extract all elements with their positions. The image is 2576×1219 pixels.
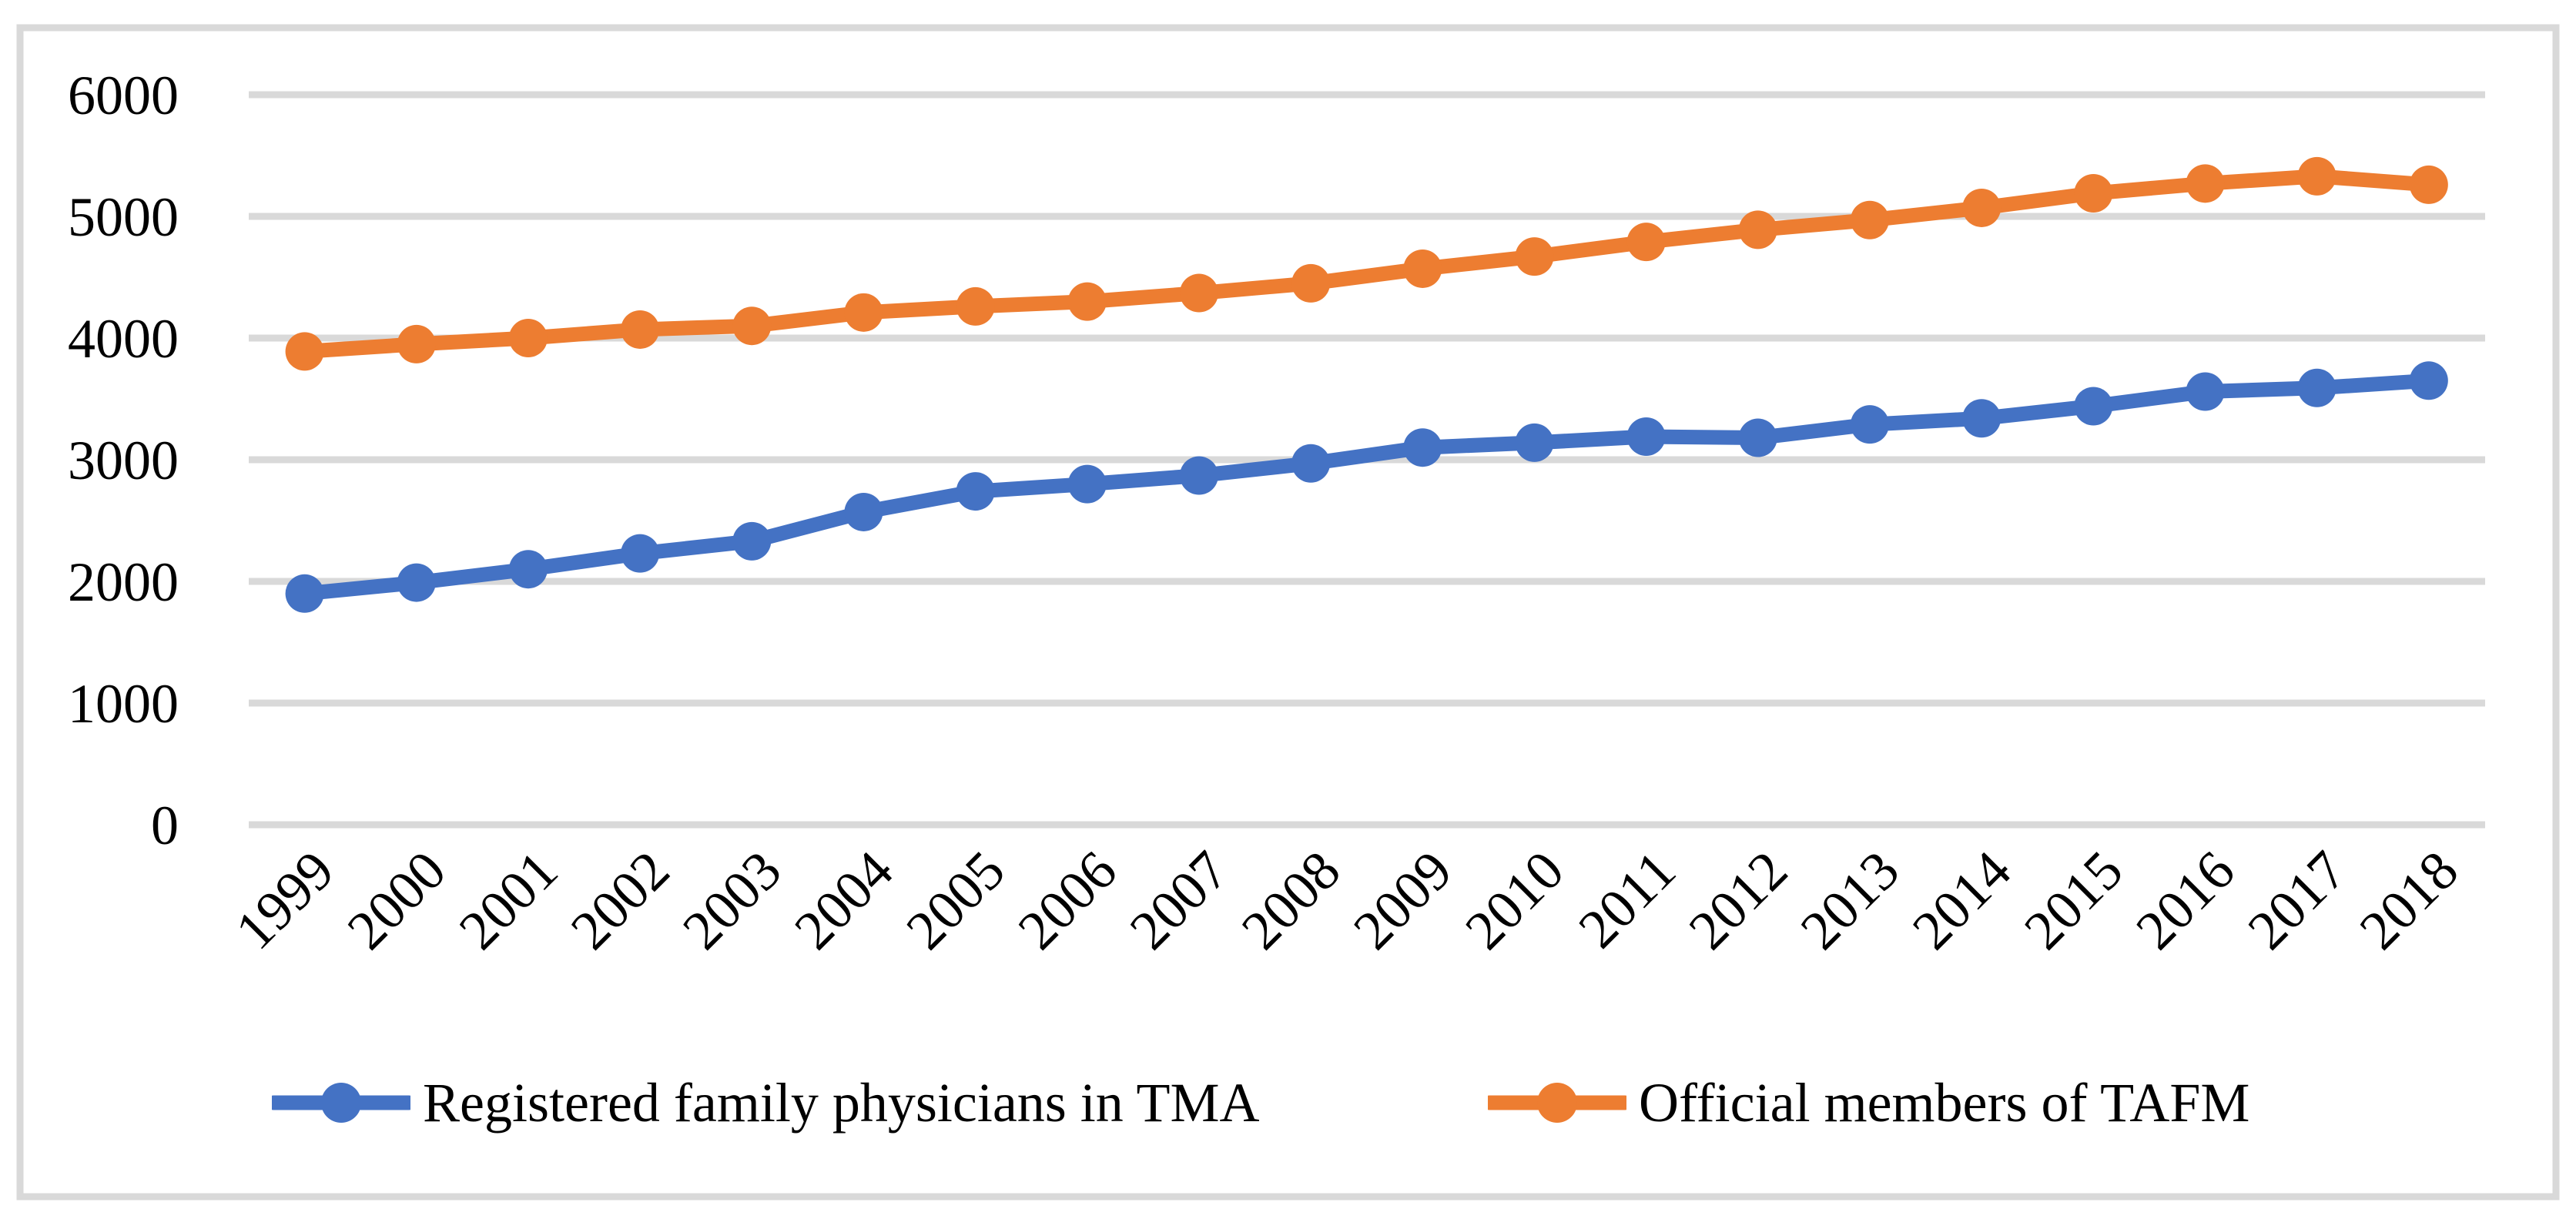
data-point bbox=[1067, 282, 1107, 321]
data-point bbox=[1179, 456, 1218, 495]
data-point bbox=[1962, 399, 2002, 438]
data-point bbox=[1291, 263, 1331, 303]
y-axis-labels: 0 1000 2000 3000 4000 5000 6000 bbox=[68, 65, 179, 856]
y-tick-label: 0 bbox=[151, 795, 179, 856]
x-tick-label: 2015 bbox=[2012, 839, 2134, 961]
x-tick-label: 2008 bbox=[1230, 839, 1352, 961]
y-tick-label: 1000 bbox=[68, 673, 179, 735]
data-point bbox=[2074, 387, 2113, 426]
data-point bbox=[1738, 210, 1777, 249]
chart-legend: Registered family physicians in TMA Offi… bbox=[0, 1064, 2576, 1141]
data-point bbox=[1291, 444, 1331, 483]
y-tick-label: 5000 bbox=[68, 186, 179, 248]
x-tick-label: 2001 bbox=[447, 839, 569, 961]
data-point bbox=[2186, 372, 2225, 411]
legend-label-registered-tma: Registered family physicians in TMA bbox=[423, 1072, 1260, 1134]
data-point bbox=[844, 492, 883, 531]
x-axis-labels: 1999200020012002200320042005200620072008… bbox=[224, 839, 2470, 961]
data-point bbox=[732, 521, 772, 561]
data-point bbox=[1626, 223, 1666, 262]
x-tick-label: 2000 bbox=[336, 839, 457, 961]
x-tick-label: 2006 bbox=[1007, 839, 1128, 961]
x-tick-label: 2011 bbox=[1566, 839, 1687, 960]
data-point bbox=[1067, 464, 1107, 504]
legend-marker-orange-icon bbox=[1488, 1083, 1626, 1123]
data-point bbox=[1515, 237, 1554, 276]
x-tick-label: 2005 bbox=[895, 839, 1017, 961]
x-tick-label: 2009 bbox=[1342, 839, 1463, 961]
data-point bbox=[1179, 273, 1218, 313]
data-point bbox=[2074, 173, 2113, 213]
data-point bbox=[2186, 164, 2225, 203]
x-tick-label: 2018 bbox=[2348, 839, 2470, 961]
data-point bbox=[2297, 156, 2336, 196]
series-official-tafm bbox=[285, 156, 2448, 371]
data-point bbox=[732, 306, 772, 346]
data-point bbox=[285, 574, 324, 613]
data-point bbox=[2409, 361, 2448, 400]
data-point bbox=[397, 563, 436, 602]
y-tick-label: 6000 bbox=[68, 65, 179, 126]
data-point bbox=[1626, 417, 1666, 456]
data-point bbox=[508, 319, 548, 357]
data-point bbox=[621, 534, 660, 573]
legend-item-official-tafm: Official members of TAFM bbox=[1488, 1064, 2249, 1141]
x-tick-label: 2017 bbox=[2236, 839, 2358, 961]
data-point bbox=[2409, 165, 2448, 204]
y-tick-label: 4000 bbox=[68, 308, 179, 370]
x-tick-label: 2002 bbox=[559, 839, 681, 961]
data-point bbox=[2297, 368, 2336, 407]
data-point bbox=[956, 286, 995, 326]
data-point bbox=[285, 332, 324, 371]
x-tick-label: 2012 bbox=[1677, 839, 1799, 961]
data-point bbox=[956, 472, 995, 511]
data-point bbox=[397, 324, 436, 363]
x-tick-label: 2007 bbox=[1118, 839, 1240, 961]
y-tick-label: 3000 bbox=[68, 430, 179, 491]
figure-border bbox=[16, 24, 2560, 1201]
series-registered-tma bbox=[285, 361, 2448, 613]
data-point bbox=[1850, 405, 1889, 444]
x-tick-label: 2003 bbox=[671, 839, 792, 961]
x-tick-label: 1999 bbox=[224, 839, 346, 961]
data-point bbox=[1515, 423, 1554, 462]
data-point bbox=[621, 310, 660, 349]
data-point bbox=[1962, 188, 2002, 227]
x-tick-label: 2004 bbox=[782, 839, 904, 961]
x-tick-label: 2016 bbox=[2124, 839, 2246, 961]
data-point bbox=[1403, 428, 1442, 467]
data-point bbox=[1850, 200, 1889, 239]
y-tick-label: 2000 bbox=[68, 551, 179, 613]
legend-label-official-tafm: Official members of TAFM bbox=[1639, 1072, 2250, 1134]
data-point bbox=[1738, 418, 1777, 457]
x-tick-label: 2010 bbox=[1453, 839, 1575, 961]
legend-item-registered-tma: Registered family physicians in TMA bbox=[272, 1064, 1260, 1141]
data-point bbox=[844, 293, 883, 332]
legend-marker-blue-icon bbox=[272, 1083, 410, 1123]
data-point bbox=[508, 550, 548, 589]
data-point bbox=[1403, 249, 1442, 288]
x-tick-label: 2013 bbox=[1789, 839, 1911, 961]
x-tick-label: 2014 bbox=[1901, 839, 2022, 961]
